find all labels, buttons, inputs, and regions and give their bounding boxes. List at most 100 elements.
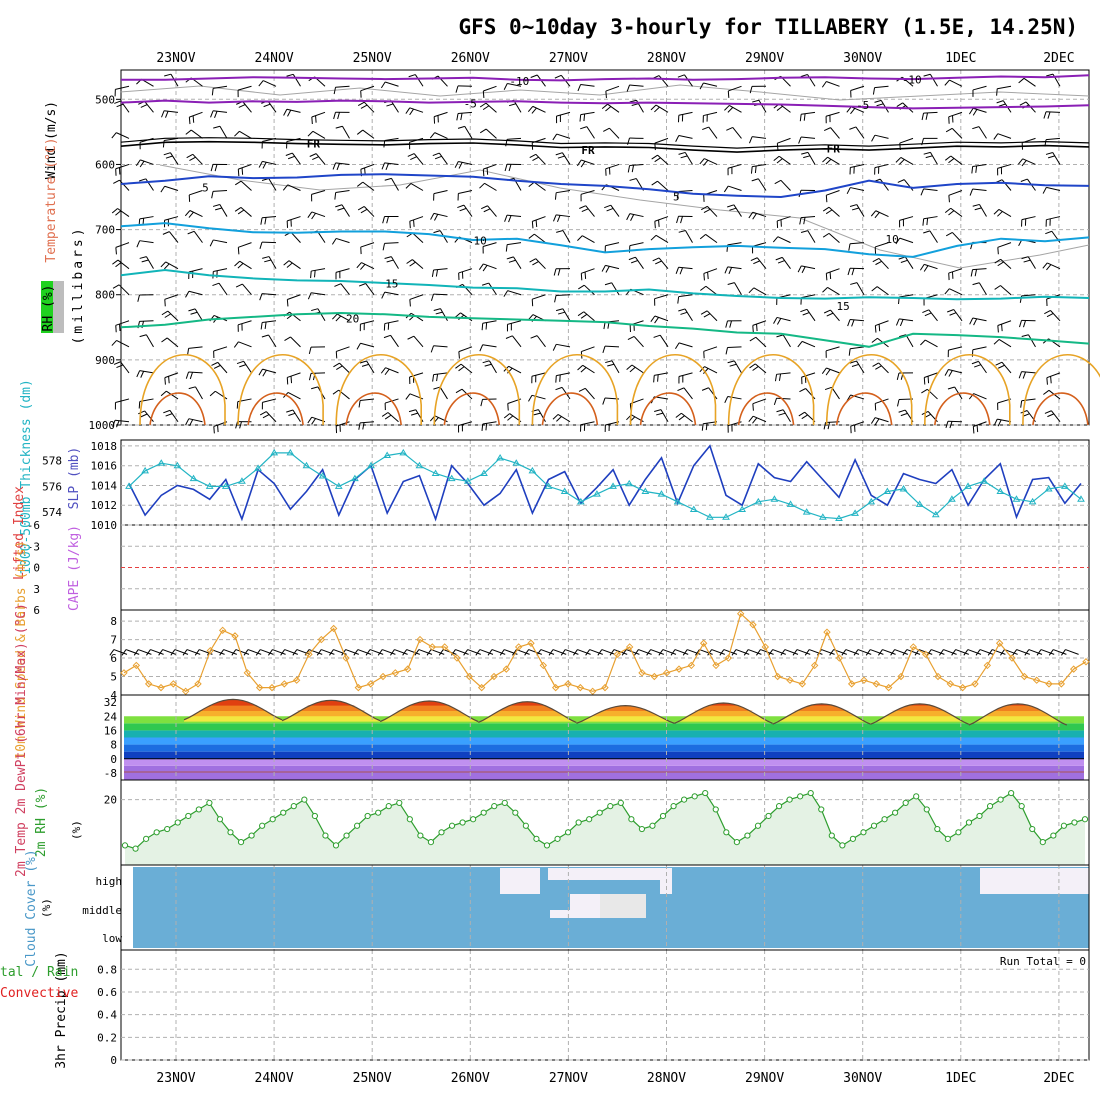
upper-air-wind-barb (850, 242, 865, 245)
upper-air-wind-barb (164, 216, 179, 221)
wind-barb-feather (527, 106, 534, 113)
upper-air-wind-barb (609, 127, 620, 139)
upper-air-wind-barb (119, 179, 130, 191)
wind-barb-feather (800, 308, 808, 313)
upper-air-wind-barb (292, 409, 301, 423)
upper-air-wind-barb (288, 260, 301, 270)
upper-air-wind-barb (850, 394, 865, 400)
wind-barb-feather (895, 157, 902, 163)
wind-barb-feather (307, 211, 313, 218)
thickness-marker (576, 497, 585, 505)
upper-air-wind-barb (629, 213, 644, 218)
wind-barb-feather (1047, 413, 1055, 418)
thickness-marker (786, 500, 795, 507)
wind-barb-feather (1018, 77, 1025, 84)
upper-air-wind-barb (629, 163, 644, 167)
wind-barb-feather (657, 374, 659, 382)
wind-barb-feather (585, 649, 591, 656)
upper-air-wind-barb (336, 346, 350, 352)
slp-tick-label: 1016 (91, 460, 118, 473)
rh2m-marker (1081, 816, 1089, 823)
wind-barb-feather (701, 205, 708, 211)
upper-air-wind-barb (830, 309, 840, 322)
wind-barb-feather (531, 107, 537, 114)
wind10m-marker (983, 661, 992, 670)
wind10m-marker (255, 683, 264, 692)
wind-barb-feather (386, 216, 389, 224)
wind-barb-feather (875, 365, 882, 370)
upper-air-wind-barb (879, 178, 889, 191)
upper-air-wind-barb (683, 387, 693, 400)
rh-contour (119, 84, 1090, 101)
upper-air-wind-barb (827, 156, 840, 165)
wind-barb-feather (211, 361, 218, 366)
wind-barb-feather (630, 214, 635, 221)
wind-barb-feather (825, 369, 831, 376)
rh2m-marker (332, 842, 340, 849)
upper-air-wind-barb (433, 268, 448, 271)
upper-air-wind-barb (678, 111, 693, 116)
slp-tick-label: 1012 (91, 499, 118, 512)
upper-air-wind-barb (311, 111, 326, 118)
wind-barb-feather (406, 259, 413, 264)
wind10m-marker (872, 680, 881, 688)
wind-barb-feather (285, 152, 293, 156)
wind-barb-feather (822, 156, 828, 163)
upper-air-wind-barb (193, 231, 203, 243)
wind-barb-feather (239, 421, 242, 429)
wind-barb-feather (821, 81, 827, 88)
thickness-marker (915, 500, 924, 507)
wind-barb-feather (1046, 264, 1052, 271)
upper-air-wind-barb (978, 282, 987, 295)
upper-air-wind-barb (170, 152, 179, 165)
upper-air-wind-barb (678, 372, 693, 377)
upper-air-wind-barb (290, 231, 301, 243)
label-wind10m: 10m Wind Speed & Barbs (m/s) (14, 540, 29, 759)
wind-barb-feather (1023, 259, 1031, 263)
wind10m-barb (174, 649, 189, 655)
wind-barb-feather (680, 155, 688, 159)
wind-barb-feather (898, 409, 906, 413)
wind-barb-feather (926, 218, 929, 226)
wind-barb-feather (584, 271, 587, 280)
wind-barb-feather (286, 299, 289, 307)
wind-barb-feather (307, 130, 314, 137)
wind-barb-feather (231, 649, 237, 656)
wind-barb-feather (413, 219, 415, 227)
upper-air-wind-barb (240, 207, 252, 217)
upper-air-wind-barb (263, 80, 277, 87)
boundary-layer-contour (149, 392, 206, 426)
upper-air-wind-barb (972, 346, 987, 351)
wind-barb-feather (454, 312, 461, 318)
temp-color-band (124, 730, 1084, 738)
upper-air-wind-barb (780, 179, 791, 191)
upper-air-wind-barb (856, 360, 865, 374)
wind-barb-feather (651, 154, 658, 160)
upper-air-wind-barb (997, 242, 1012, 248)
wind10m-barb (321, 649, 335, 655)
wind-barb-feather (188, 386, 196, 390)
upper-air-wind-barb (658, 75, 669, 87)
wind-barb-feather (1046, 312, 1054, 318)
wind-barb-feather (700, 310, 708, 315)
thickness-marker (593, 490, 601, 497)
wind-barb-feather (1042, 262, 1048, 269)
wind-barb-feather (997, 325, 999, 333)
wind10m-tick-label: 4 (110, 689, 117, 702)
wind-barb-feather (554, 295, 557, 303)
upper-air-wind-barb (605, 163, 620, 170)
wind-barb-feather (847, 268, 851, 276)
wind-barb-feather (902, 649, 908, 656)
wind-barb-feather (560, 649, 566, 656)
wind-barb-feather (872, 87, 876, 95)
upper-air-wind-barb (463, 204, 473, 217)
wind10m-barb (540, 649, 555, 655)
wind-barb-feather (678, 415, 685, 421)
wind-barb-feather (749, 336, 757, 342)
wind-barb-feather (658, 219, 660, 227)
temp-hump-band (674, 702, 773, 706)
upper-air-wind-barb (727, 396, 742, 400)
upper-air-wind-barb (164, 185, 179, 191)
